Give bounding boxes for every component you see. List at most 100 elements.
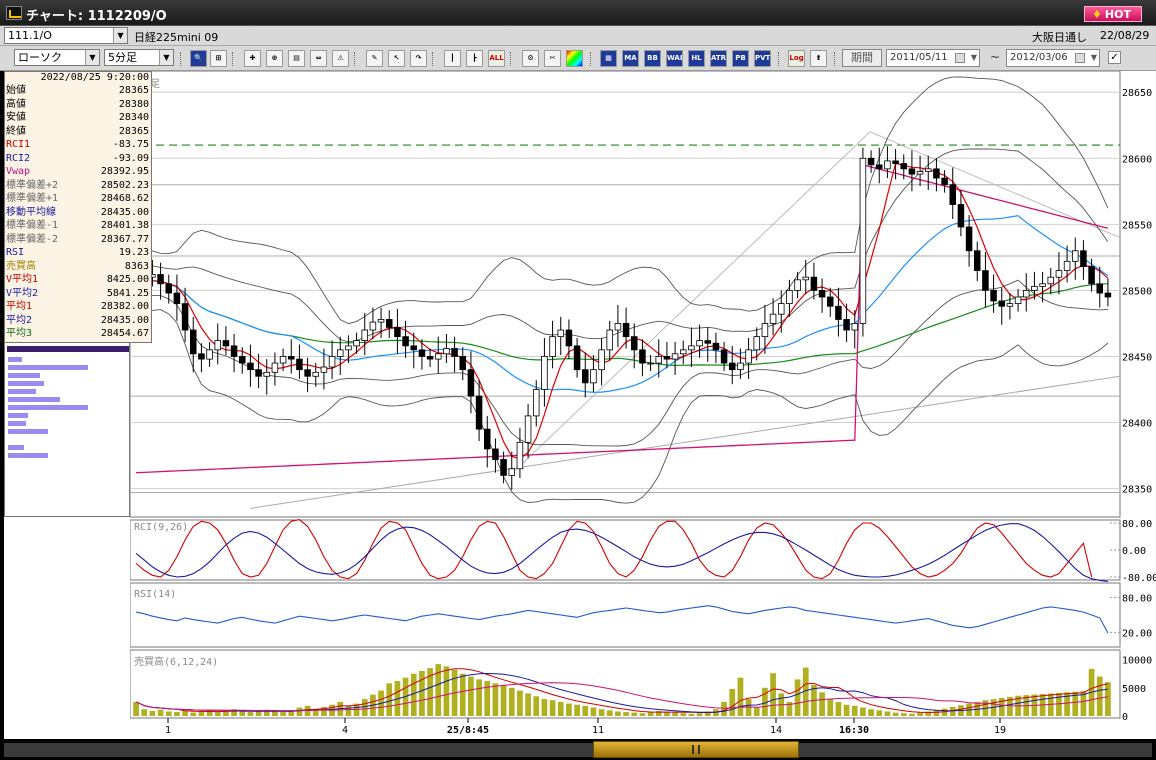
candle-body — [369, 321, 377, 331]
volume-bar — [459, 673, 466, 716]
volume-bar — [247, 712, 254, 716]
volume-bar — [443, 666, 450, 716]
apply-checkbox[interactable]: ✓ — [1108, 51, 1121, 64]
candle-body — [557, 329, 565, 338]
scroll-track[interactable] — [4, 743, 1152, 757]
rci-tick-label: -80.00 — [1122, 573, 1156, 584]
color-icon[interactable] — [566, 50, 583, 67]
candle-body — [630, 336, 638, 351]
volume-bar — [998, 697, 1005, 716]
chevron-down-icon[interactable]: ▼ — [1090, 53, 1097, 62]
calendar-icon[interactable] — [955, 53, 965, 63]
candle-body — [884, 160, 891, 170]
market-date: 22/08/29 — [1100, 29, 1150, 42]
volume-bar — [1007, 696, 1013, 716]
hot-button[interactable]: ♦ HOT — [1084, 6, 1142, 22]
pvt-button[interactable]: PVT — [754, 50, 771, 67]
data-row-value: 28435.00 — [100, 206, 149, 218]
scroll-thumb[interactable] — [593, 741, 799, 758]
time-tick-label: 4 — [342, 725, 348, 736]
code-select[interactable]: 111.1/O ▼ — [4, 27, 128, 44]
rci-label: RCI(9,26) — [134, 522, 188, 533]
volume-bar — [525, 693, 531, 716]
trendline — [869, 131, 1121, 239]
candle-body — [304, 369, 311, 377]
chart-canvas[interactable]: 28650 28600 28550 28500 28450 28400 28350 足 80.0… — [129, 70, 1156, 739]
interval-select[interactable]: 5分足 ▼ — [104, 49, 174, 66]
chevron-down-icon[interactable]: ▼ — [970, 53, 977, 62]
candle-body — [1047, 276, 1055, 285]
atr-button[interactable]: ATR — [710, 50, 727, 67]
zoom-icon[interactable]: ⊕ — [266, 50, 283, 67]
candle-body — [426, 356, 434, 360]
volume-bar — [214, 712, 221, 716]
price-tick-label: 28600 — [1122, 154, 1152, 165]
candle-body — [1039, 283, 1046, 287]
tools-icon[interactable]: ✂ — [544, 50, 561, 67]
panel-icon[interactable]: ▤ — [288, 50, 305, 67]
draw-pen-icon[interactable]: ✎ — [366, 50, 383, 67]
candle-body — [524, 415, 532, 443]
data-row-label: 終値 — [6, 125, 26, 137]
volume-bar — [868, 709, 874, 716]
chevron-down-icon[interactable]: ▼ — [113, 28, 127, 43]
candle-body — [867, 157, 875, 166]
candle-body — [287, 356, 295, 360]
cursor-icon[interactable]: ↖ — [388, 50, 405, 67]
flame-icon: ♦ — [1092, 8, 1102, 21]
volume-bar — [500, 685, 507, 716]
candle-body — [696, 340, 703, 347]
time-tick-label: 16:30 — [839, 725, 869, 736]
chevron-down-icon[interactable]: ▼ — [159, 50, 173, 65]
volume-bar — [688, 713, 695, 716]
trend-icon[interactable]: ⬆ — [810, 50, 827, 67]
volume-tick-label: 5000 — [1122, 684, 1146, 695]
data-row: 高値 28380 — [5, 98, 151, 112]
period-button[interactable]: 期間 — [842, 49, 882, 67]
candle-body — [434, 353, 442, 360]
pb-button[interactable]: PB — [732, 50, 749, 67]
calendar-icon[interactable] — [1075, 53, 1085, 63]
candle-icon[interactable]: ┃ — [444, 50, 461, 67]
all-button[interactable]: ALL — [488, 50, 505, 67]
toolbar-separator — [180, 52, 182, 66]
rci-tick-label: 0.00 — [1122, 546, 1146, 557]
search-icon[interactable]: 🔍 — [190, 50, 207, 67]
log-button[interactable]: Log — [788, 50, 805, 67]
chart-svg[interactable]: 28650 28600 28550 28500 28450 28400 28350 足 80.0… — [129, 70, 1156, 739]
split-icon[interactable]: ⇔ — [310, 50, 327, 67]
chart-type-select[interactable]: ローソク ▼ — [14, 49, 100, 66]
rsi-line — [135, 605, 1109, 634]
candle-body — [688, 345, 695, 351]
wae-button[interactable]: WAE — [666, 50, 683, 67]
candle-body — [198, 353, 205, 360]
time-tick-label: 19 — [994, 725, 1006, 736]
chevron-down-icon[interactable]: ▼ — [85, 50, 99, 65]
volume-label: 売買高(6,12,24) — [134, 655, 218, 668]
candle-body — [1104, 292, 1112, 298]
bar-icon[interactable]: ┣ — [466, 50, 483, 67]
crosshair-icon[interactable]: ✚ — [244, 50, 261, 67]
data-row: V平均1 8425.00 — [5, 273, 151, 287]
candle-body — [336, 349, 344, 357]
redo-icon[interactable]: ↷ — [410, 50, 427, 67]
candle-body — [720, 349, 728, 364]
date-from-field[interactable]: 2011/05/11 ▼ — [886, 49, 980, 67]
candle-body — [998, 300, 1006, 307]
volume-bar — [737, 677, 744, 716]
volume-bar — [606, 710, 613, 716]
bb-button[interactable]: BB — [644, 50, 661, 67]
volume-bar — [321, 706, 327, 716]
candle-body — [508, 468, 516, 476]
data-row-label: RCI1 — [6, 139, 31, 150]
ma-button[interactable]: MA — [622, 50, 639, 67]
volume-bar — [133, 701, 139, 716]
settings-icon[interactable]: ⚙ — [522, 50, 539, 67]
grid-icon[interactable]: ▦ — [600, 50, 617, 67]
volume-bar — [239, 711, 246, 716]
data-row-label: 移動平均線 — [6, 206, 56, 218]
hl-button[interactable]: HL — [688, 50, 705, 67]
date-to-field[interactable]: 2012/03/06 ▼ — [1006, 49, 1100, 67]
fit-icon[interactable]: ⊞ — [210, 50, 227, 67]
clear-icon[interactable]: ⚠ — [332, 50, 349, 67]
